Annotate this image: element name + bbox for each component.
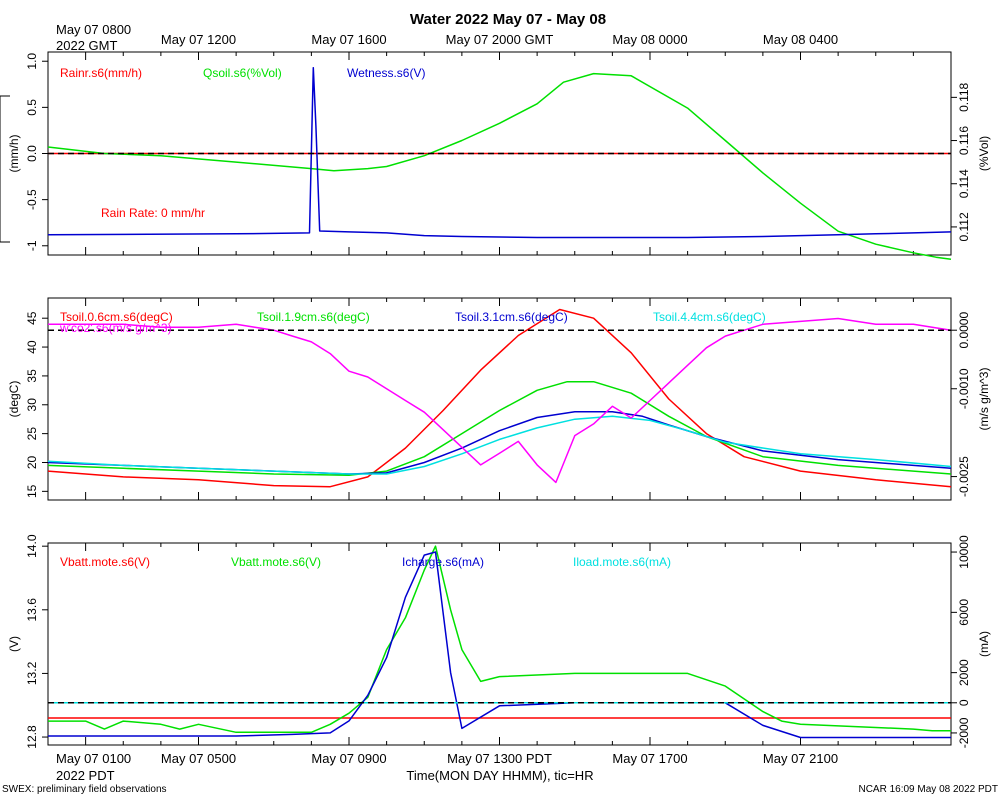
rain-rate-annotation: Rain Rate: 0 mm/hr (101, 206, 205, 220)
legend-label: w'co2'.s6(m/s g/m^3) (59, 321, 172, 335)
right-axis-tick-label: -0.0025 (957, 456, 971, 497)
left-axis-tick-label: -1 (25, 240, 39, 251)
chart-title: Water 2022 May 07 - May 08 (410, 11, 606, 28)
left-axis-tick-label: 25 (25, 427, 39, 441)
right-axis-tick-label: 0.0000 (957, 312, 971, 349)
top-tick-label: May 08 0000 (612, 32, 687, 47)
footer-right-note: NCAR 16:09 May 08 2022 PDT (858, 784, 998, 795)
series-line-0-1 (47, 72, 952, 261)
series-line-2-1 (48, 545, 951, 734)
panel-frame (47, 297, 952, 501)
bottom-tick-label: May 07 1700 (612, 751, 687, 766)
panel-water: -1 -0.5 0.0 0.5 1.0 0.112 0.114 0.116 0.118 (mm/h… (7, 51, 991, 261)
top-tick-label: May 07 2000 GMT (446, 32, 554, 47)
right-axis-tick-label: 0.112 (957, 212, 971, 241)
legend-label: Vbatt.mote.s6(V) (60, 555, 150, 569)
legend-label: Vbatt.mote.s6(V) (231, 555, 321, 569)
top-tick-label: May 07 1600 (311, 32, 386, 47)
legend-label: Qsoil.s6(%Vol) (203, 66, 282, 80)
top-tick-label: May 08 0400 (763, 32, 838, 47)
top-tick-label: May 07 1200 (161, 32, 236, 47)
series-line-2-2 (48, 551, 951, 739)
right-axis-tick-label: 0 (957, 699, 971, 706)
right-axis-tick-label: 0.118 (957, 82, 971, 111)
bottom-tick-label: May 07 0500 (161, 751, 236, 766)
left-axis-tick-label: 0.5 (25, 99, 39, 116)
series-line-1-0 (47, 308, 952, 488)
bottom-corner-label-line2: 2022 PDT (56, 768, 115, 783)
right-axis-label: (%Vol) (977, 136, 991, 171)
left-axis-tick-label: 30 (25, 398, 39, 412)
left-axis-tick-label: 15 (25, 484, 39, 498)
right-axis-tick-label: 0.116 (957, 126, 971, 155)
right-axis-tick-label: 6000 (957, 599, 971, 626)
right-axis-tick-label: -0.0010 (957, 368, 971, 409)
legend-label: Icharge.s6(mA) (402, 555, 484, 569)
panel-soil_temperature: 15 20 25 30 35 40 45 -0.0025 -0.0010 0.0000 (degC)… (7, 297, 991, 501)
left-axis-tick-label: 40 (25, 340, 39, 354)
bottom-tick-label: May 07 1300 PDT (447, 751, 552, 766)
left-axis-tick-label: 45 (25, 311, 39, 325)
left-axis-tick-label: 20 (25, 455, 39, 469)
series-line-1-3 (47, 415, 952, 475)
legend-label: Tsoil.0.6cm.s6(degC) (60, 310, 173, 324)
left-axis-tick-label: 1.0 (25, 53, 39, 70)
legend-label: Tsoil.4.4cm.s6(degC) (653, 310, 766, 324)
panel-power: 12.8 13.2 13.6 14.0 -2000 0 2000 6000 10000 (V) (m… (7, 534, 991, 749)
right-axis-tick-label: 10000 (957, 535, 971, 569)
x-axis-label: Time(MON DAY HHMM), tic=HR (406, 768, 593, 783)
top-corner-label-line2: 2022 GMT (56, 38, 117, 53)
legend-label: Tsoil.1.9cm.s6(degC) (257, 310, 370, 324)
left-axis-tick-label: 14.0 (25, 534, 39, 558)
legend-label: Wetness.s6(V) (347, 66, 425, 80)
right-axis-label: (mA) (977, 631, 991, 657)
left-axis-label: (mm/h) (7, 135, 21, 173)
bottom-tick-label: May 07 2100 (763, 751, 838, 766)
series-line-1-2 (47, 410, 952, 475)
series-line-1-4 (48, 317, 952, 484)
legend-label: Tsoil.3.1cm.s6(degC) (455, 310, 568, 324)
left-axis-tick-label: 13.6 (25, 598, 39, 622)
series-line-1-1 (47, 380, 952, 476)
bottom-tick-label: May 07 0900 (311, 751, 386, 766)
left-axis-label: (V) (7, 636, 21, 652)
footer-left-note: SWEX: preliminary field observations (2, 784, 167, 795)
right-axis-tick-label: 0.114 (957, 169, 971, 198)
plot-panels: -1 -0.5 0.0 0.5 1.0 0.112 0.114 0.116 0.118 (mm/h… (0, 51, 991, 749)
left-axis-tick-label: 13.2 (25, 661, 39, 685)
panel-frame (47, 542, 952, 746)
bottom-time-axis: May 07 0500 May 07 0900 May 07 1300 PDT May… (161, 751, 838, 766)
legend-label: Rainr.s6(mm/h) (60, 66, 142, 80)
right-axis-tick-label: -2000 (957, 717, 971, 748)
left-axis-tick-label: 12.8 (25, 725, 39, 749)
right-axis-tick-label: 2000 (957, 659, 971, 686)
series-line-0-2 (47, 66, 952, 239)
bottom-corner-label-line1: May 07 0100 (56, 751, 131, 766)
top-time-axis: May 07 1200 May 07 1600 May 07 2000 GMT May… (161, 32, 838, 47)
right-axis-label: (m/s g/m^3) (977, 368, 991, 431)
top-corner-label-line1: May 07 0800 (56, 22, 131, 37)
left-margin-bracket (0, 95, 10, 243)
left-axis-tick-label: -0.5 (25, 189, 39, 210)
left-axis-tick-label: 0.0 (25, 145, 39, 162)
left-axis-tick-label: 35 (25, 369, 39, 383)
legend-label: Iload.mote.s6(mA) (573, 555, 671, 569)
left-axis-label: (degC) (7, 381, 21, 418)
